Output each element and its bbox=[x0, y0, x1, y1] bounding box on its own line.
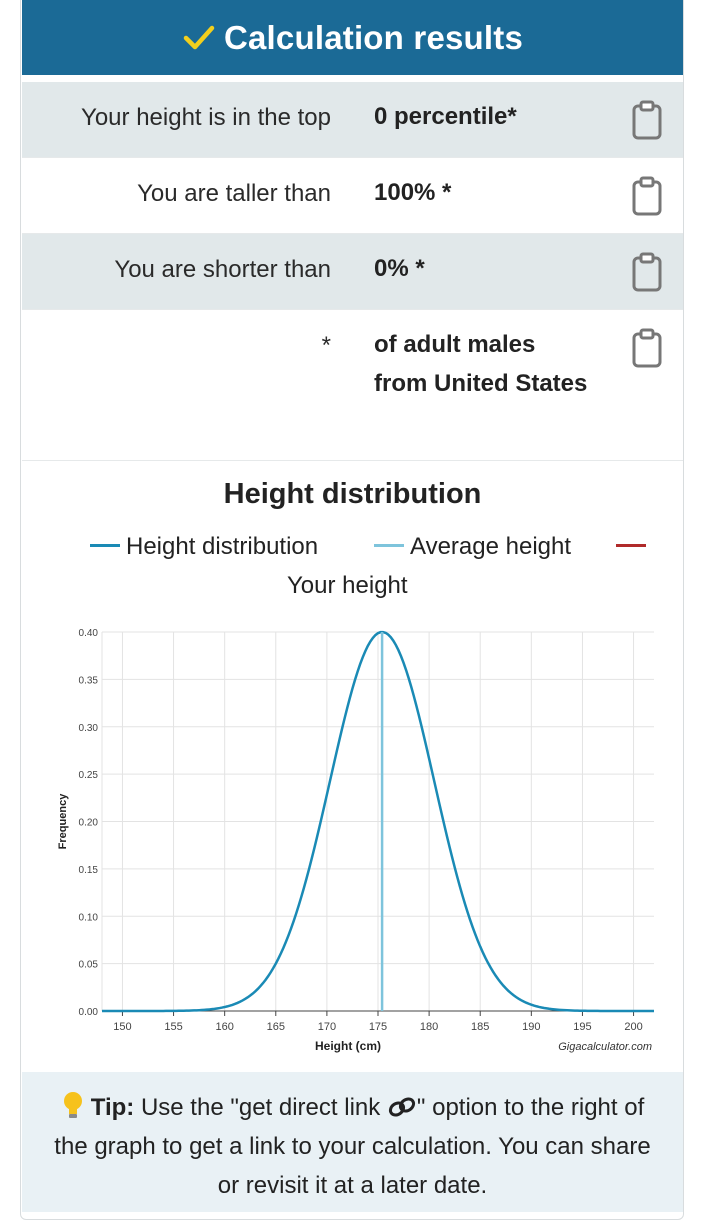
x-tick-label: 180 bbox=[420, 1021, 438, 1033]
x-tick-label: 165 bbox=[267, 1021, 285, 1033]
results-title: Calculation results bbox=[223, 18, 524, 56]
chart-credit: Gigacalculator.com bbox=[558, 1041, 652, 1053]
result-row-shorter: You are shorter than 0% * bbox=[22, 234, 683, 310]
result-row-population: * of adult males from United States bbox=[22, 310, 683, 461]
tip-label: Tip: bbox=[90, 1094, 135, 1121]
clipboard-icon[interactable] bbox=[632, 328, 662, 368]
x-axis-title: Height (cm) bbox=[315, 1039, 381, 1053]
legend-swatch bbox=[616, 544, 646, 548]
x-tick-label: 190 bbox=[522, 1021, 540, 1033]
y-axis-title: Frequency bbox=[57, 793, 69, 850]
x-tick-label: 175 bbox=[369, 1021, 387, 1033]
x-tick-label: 200 bbox=[624, 1021, 642, 1033]
x-tick-label: 155 bbox=[164, 1021, 182, 1033]
result-label: Your height is in the top bbox=[81, 104, 331, 131]
y-tick-label: 0.05 bbox=[79, 960, 99, 971]
tip-box: Tip: Use the "get direct link " option t… bbox=[22, 1072, 683, 1212]
result-value: 0 percentile* bbox=[374, 103, 517, 130]
tip-text: " option to the right of the graph to ge… bbox=[54, 1094, 651, 1199]
result-value: 100% * bbox=[374, 179, 452, 206]
clipboard-icon[interactable] bbox=[632, 100, 662, 140]
legend-label: Height distribution bbox=[126, 533, 319, 560]
results-panel bbox=[20, 0, 684, 1220]
y-tick-label: 0.35 bbox=[79, 675, 99, 686]
y-tick-label: 0.25 bbox=[79, 770, 99, 781]
result-label: * bbox=[321, 332, 331, 359]
result-row-percentile: Your height is in the top 0 percentile* bbox=[22, 82, 683, 158]
x-tick-label: 185 bbox=[471, 1021, 489, 1033]
legend-item-your-height[interactable]: Your height bbox=[287, 572, 408, 600]
height-distribution-chart: 0.00 0.05 0.10 0.15 0.20 0.25 0.30 0.35 0.40 150 1… bbox=[57, 628, 654, 1053]
legend-item-average-height[interactable]: Average height bbox=[374, 533, 571, 561]
lightbulb-icon bbox=[63, 1092, 82, 1118]
result-label: You are shorter than bbox=[114, 256, 331, 283]
x-tick-label: 170 bbox=[318, 1021, 336, 1033]
tip-text: Use the "get direct link bbox=[134, 1094, 387, 1121]
y-tick-label: 0.20 bbox=[79, 818, 99, 829]
y-tick-label: 0.00 bbox=[79, 1007, 99, 1018]
chart-title: Height distribution bbox=[223, 478, 482, 510]
legend-swatch bbox=[374, 544, 404, 548]
clipboard-icon[interactable] bbox=[632, 252, 662, 292]
result-value: 0% * bbox=[374, 255, 425, 282]
link-icon bbox=[388, 1097, 415, 1117]
legend-label: Your height bbox=[287, 572, 408, 599]
x-tick-label: 195 bbox=[573, 1021, 591, 1033]
y-tick-label: 0.10 bbox=[79, 912, 99, 923]
result-row-taller: You are taller than 100% * bbox=[22, 158, 683, 234]
x-tick-label: 150 bbox=[113, 1021, 131, 1033]
y-tick-label: 0.40 bbox=[79, 628, 99, 639]
result-label: You are taller than bbox=[137, 180, 331, 207]
legend-swatch bbox=[90, 544, 120, 548]
y-tick-label: 0.30 bbox=[79, 723, 99, 734]
clipboard-icon[interactable] bbox=[632, 176, 662, 216]
results-header: Calculation results bbox=[22, 0, 683, 75]
x-tick-label: 160 bbox=[215, 1021, 233, 1033]
legend-item-your-height-swatch[interactable] bbox=[616, 533, 652, 561]
result-value: of adult males from United States bbox=[374, 331, 588, 397]
check-icon bbox=[183, 25, 215, 49]
y-tick-label: 0.15 bbox=[79, 865, 99, 876]
series-line-height-distribution bbox=[102, 630, 654, 1013]
legend-item-height-distribution[interactable]: Height distribution bbox=[90, 533, 318, 561]
results-table: Your height is in the top 0 percentile* … bbox=[22, 82, 683, 461]
legend-label: Average height bbox=[410, 533, 572, 560]
